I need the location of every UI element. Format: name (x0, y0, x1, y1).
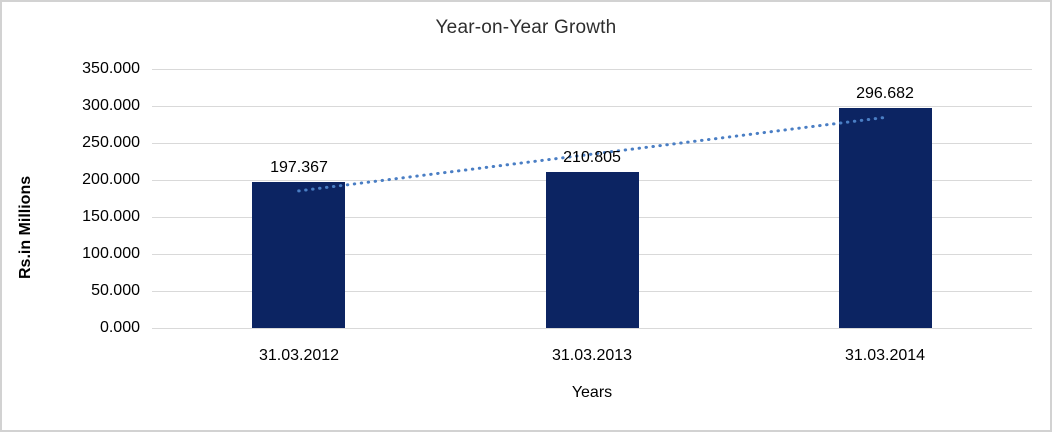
plot-area (152, 69, 1032, 329)
bar-31.03.2012 (252, 182, 345, 328)
y-tick-label: 50.000 (91, 282, 140, 299)
x-category-label: 31.03.2013 (551, 347, 633, 364)
gridline (152, 328, 1032, 329)
y-tick-label: 150.000 (82, 208, 140, 225)
y-tick-label: 300.000 (82, 97, 140, 114)
bar-31.03.2014 (839, 108, 932, 328)
y-tick-label: 250.000 (82, 134, 140, 151)
y-tick-label: 200.000 (82, 171, 140, 188)
y-tick-label: 100.000 (82, 245, 140, 262)
y-tick-label: 0.000 (99, 319, 140, 336)
bar-value-label: 197.367 (270, 159, 328, 176)
bar-value-label: 210.805 (563, 149, 621, 166)
x-category-label: 31.03.2014 (844, 347, 926, 364)
y-axis-title: Rs.in Millions (17, 175, 34, 279)
x-category-label: 31.03.2012 (258, 347, 340, 364)
x-axis-title: Years (571, 384, 613, 401)
gridline (152, 69, 1032, 70)
bar-31.03.2013 (546, 172, 639, 328)
gridline (152, 106, 1032, 107)
bar-value-label: 296.682 (856, 85, 914, 102)
chart-title: Year-on-Year Growth (435, 17, 617, 38)
y-tick-label: 350.000 (82, 60, 140, 77)
